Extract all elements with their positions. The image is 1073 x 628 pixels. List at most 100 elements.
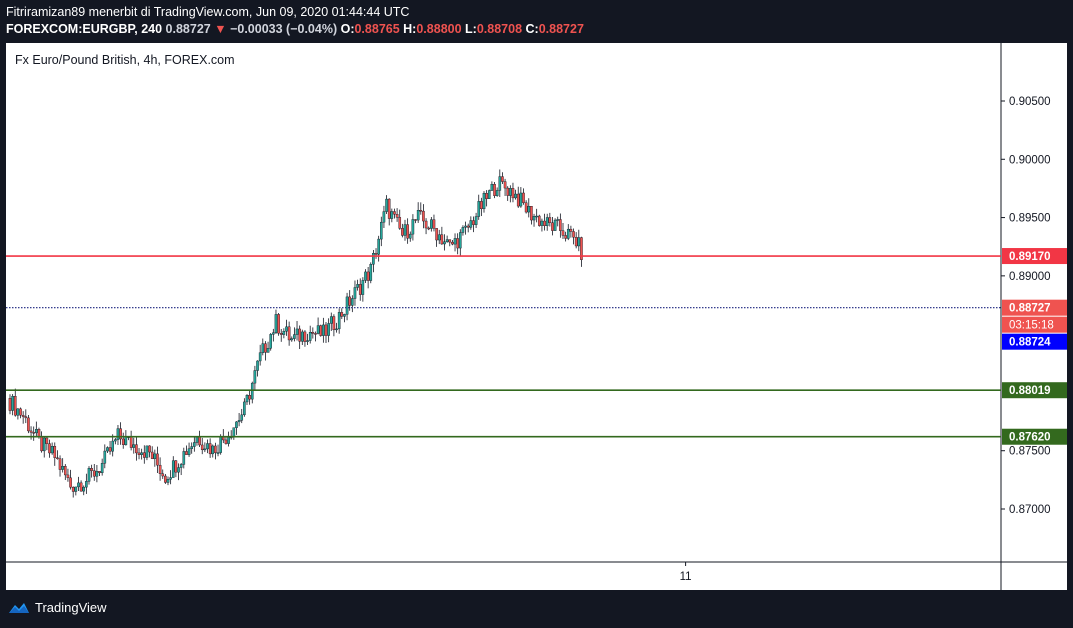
candle-body bbox=[198, 436, 201, 446]
candle-body bbox=[153, 453, 157, 459]
candle-body bbox=[61, 466, 64, 470]
candle-body bbox=[319, 325, 323, 336]
candle-body bbox=[440, 234, 444, 245]
candle-body bbox=[156, 453, 159, 466]
last-price-label: 0.88727 bbox=[1009, 303, 1051, 315]
candle-body bbox=[556, 219, 560, 221]
symbol-label[interactable]: FOREXCOM:EURGBP, 240 bbox=[6, 22, 163, 36]
countdown-label: 03:15:18 bbox=[1009, 320, 1054, 332]
candle-body bbox=[553, 219, 557, 231]
low-label: L: bbox=[465, 22, 477, 36]
candle-body bbox=[272, 332, 275, 335]
candle-body bbox=[235, 421, 238, 428]
candle-body bbox=[327, 323, 330, 336]
candle-body bbox=[108, 447, 112, 452]
candle-body bbox=[408, 233, 412, 239]
bid-price-label: 0.88724 bbox=[1009, 337, 1051, 349]
candle-body bbox=[240, 414, 244, 421]
y-tick-label: 0.90000 bbox=[1009, 154, 1051, 166]
candle-body bbox=[414, 219, 417, 221]
candle-body bbox=[485, 193, 488, 199]
candle-body bbox=[193, 442, 196, 447]
candle-body bbox=[456, 238, 459, 249]
level-badge bbox=[1002, 428, 1067, 445]
candle-body bbox=[401, 228, 404, 236]
candle-body bbox=[248, 395, 251, 400]
tradingview-logo-icon[interactable] bbox=[8, 601, 30, 615]
candle-body bbox=[324, 324, 328, 336]
candle-body bbox=[285, 326, 288, 332]
candle-body bbox=[35, 429, 38, 434]
candle-body bbox=[148, 445, 151, 453]
candle-body bbox=[190, 446, 194, 449]
footer-brand[interactable]: TradingView bbox=[35, 600, 107, 615]
candle-body bbox=[393, 211, 396, 215]
candle-body bbox=[480, 201, 483, 210]
candle-body bbox=[8, 398, 12, 411]
candle-body bbox=[545, 217, 549, 227]
candle-body bbox=[577, 237, 581, 247]
candle-body bbox=[503, 181, 507, 189]
candle-body bbox=[369, 264, 373, 281]
candle-body bbox=[69, 477, 72, 488]
candle-body bbox=[490, 184, 494, 191]
candle-body bbox=[329, 316, 333, 324]
candle-body bbox=[24, 416, 28, 419]
candle-body bbox=[437, 234, 441, 241]
candle-body bbox=[264, 343, 267, 353]
candle-body bbox=[516, 193, 520, 207]
candle-body bbox=[435, 228, 438, 241]
candle-body bbox=[114, 439, 117, 442]
candle-body bbox=[572, 231, 575, 238]
candle-body bbox=[58, 458, 62, 470]
x-tick-label: 11 bbox=[680, 571, 692, 583]
candle-body bbox=[298, 328, 301, 342]
bid-price-badge bbox=[1002, 333, 1067, 350]
candle-body bbox=[158, 464, 162, 474]
candle-body bbox=[482, 193, 486, 210]
candle-body bbox=[351, 298, 354, 306]
candle-body bbox=[498, 176, 502, 191]
candle-body bbox=[530, 206, 533, 221]
candle-body bbox=[303, 331, 307, 342]
candle-body bbox=[208, 443, 212, 455]
candle-body bbox=[353, 287, 357, 299]
candle-body bbox=[219, 436, 222, 453]
candle-body bbox=[66, 474, 70, 479]
candle-body bbox=[306, 340, 309, 342]
candle-body bbox=[361, 280, 365, 295]
candle-body bbox=[561, 230, 565, 236]
price-chart[interactable]: Fx Euro/Pound British, 4h, FOREX.com 0.87… bbox=[6, 43, 1067, 590]
candle-body bbox=[50, 446, 54, 454]
candle-body bbox=[474, 216, 478, 225]
candle-body bbox=[416, 210, 420, 221]
level-badge bbox=[1002, 248, 1067, 265]
candle-body bbox=[495, 190, 499, 196]
high-value: 0.88800 bbox=[416, 22, 462, 36]
candle-body bbox=[274, 314, 278, 333]
publish-info: Fitriramizan89 menerbit di TradingView.c… bbox=[6, 5, 410, 19]
candle-body bbox=[29, 430, 33, 433]
candle-body bbox=[140, 452, 143, 455]
candle-body bbox=[574, 237, 578, 247]
candle-body bbox=[245, 395, 249, 403]
chart-area[interactable]: Fx Euro/Pound British, 4h, FOREX.com 0.87… bbox=[6, 43, 1067, 590]
candle-body bbox=[137, 452, 141, 455]
candle-body bbox=[161, 473, 165, 477]
candle-body bbox=[95, 471, 99, 477]
last-price-value: 0.88727 bbox=[165, 22, 211, 36]
candle-body bbox=[243, 401, 246, 416]
level-badge bbox=[1002, 382, 1067, 399]
level-label: 0.88019 bbox=[1009, 385, 1051, 397]
change-value: −0.00033 (−0.04%) bbox=[230, 22, 338, 36]
close-label: C: bbox=[525, 22, 539, 36]
candle-body bbox=[295, 328, 299, 335]
candle-body bbox=[100, 463, 104, 474]
candle-body bbox=[509, 188, 512, 196]
candle-body bbox=[37, 429, 41, 437]
low-value: 0.88708 bbox=[476, 22, 523, 36]
candle-body bbox=[211, 445, 215, 455]
candle-body bbox=[469, 220, 473, 228]
candle-body bbox=[16, 408, 20, 416]
candle-body bbox=[487, 190, 491, 199]
